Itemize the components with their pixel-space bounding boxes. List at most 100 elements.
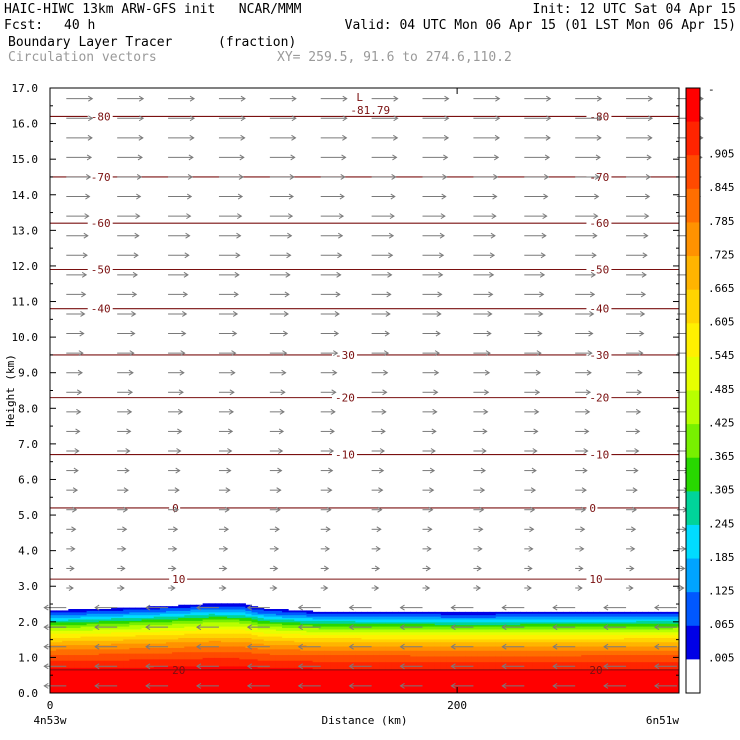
- tracer-cell: [239, 613, 246, 616]
- tracer-cell: [422, 678, 430, 681]
- tracer-cell: [123, 647, 130, 650]
- tracer-cell: [196, 636, 204, 638]
- tracer-cell: [263, 620, 271, 623]
- tracer-cell: [434, 675, 442, 678]
- tracer-cell: [520, 670, 527, 673]
- tracer-cell: [98, 667, 106, 670]
- tracer-cell: [190, 621, 198, 624]
- tracer-cell: [471, 644, 478, 647]
- tracer-cell: [98, 650, 106, 653]
- tracer-cell: [483, 675, 491, 678]
- tracer-cell: [446, 670, 454, 673]
- tracer-cell: [349, 613, 356, 616]
- tracer-cell: [288, 621, 295, 624]
- tracer-cell: [166, 616, 173, 619]
- tracer-cell: [385, 648, 393, 651]
- tracer-cell: [56, 674, 63, 677]
- tracer-cell: [343, 627, 350, 630]
- tracer-cell: [501, 690, 509, 693]
- tracer-cell: [208, 604, 216, 607]
- tracer-cell: [379, 654, 387, 657]
- tracer-cell: [196, 620, 204, 623]
- tracer-cell: [269, 643, 277, 646]
- tracer-cell: [343, 628, 350, 631]
- tracer-cell: [562, 618, 570, 621]
- tracer-cell: [391, 681, 399, 684]
- tracer-cell: [508, 665, 515, 668]
- tracer-cell: [159, 641, 167, 644]
- tracer-cell: [361, 688, 369, 691]
- tracer-cell: [245, 643, 253, 646]
- tracer-cell: [410, 616, 417, 619]
- tracer-cell: [184, 648, 191, 651]
- tracer-cell: [538, 618, 546, 621]
- tracer-cell: [159, 611, 167, 614]
- tracer-cell: [471, 690, 478, 693]
- tracer-cell: [202, 627, 210, 630]
- tracer-cell: [104, 683, 112, 685]
- tracer-cell: [282, 660, 289, 663]
- tracer-cell: [550, 681, 558, 684]
- tracer-cell: [245, 613, 253, 616]
- tracer-cell: [92, 673, 100, 675]
- tracer-cell: [159, 644, 167, 647]
- tracer-cell: [446, 624, 454, 627]
- tracer-cell: [544, 623, 552, 626]
- tracer-cell: [172, 657, 179, 660]
- tracer-cell: [422, 665, 430, 668]
- tracer-cell: [514, 653, 521, 656]
- tracer-cell: [214, 675, 222, 678]
- tracer-cell: [471, 618, 478, 621]
- tracer-cell: [501, 678, 509, 681]
- tracer-cell: [208, 603, 216, 606]
- tracer-cell: [349, 673, 356, 675]
- tracer-cell: [190, 653, 198, 656]
- tracer-cell: [86, 648, 94, 651]
- tracer-cell: [208, 648, 216, 651]
- tracer-cell: [214, 607, 222, 610]
- tracer-cell: [489, 624, 497, 627]
- tracer-cell: [263, 681, 271, 684]
- tracer-cell: [288, 643, 295, 646]
- tracer-cell: [172, 621, 179, 624]
- tracer-cell: [489, 643, 497, 646]
- tracer-cell: [471, 660, 478, 663]
- tracer-cell: [330, 644, 338, 647]
- tracer-cell: [141, 657, 149, 660]
- tracer-cell: [361, 613, 369, 616]
- tracer-cell: [459, 617, 466, 620]
- tracer-cell: [514, 648, 521, 651]
- tracer-cell: [227, 678, 234, 681]
- tracer-cell: [263, 651, 271, 654]
- tracer-cell: [282, 683, 289, 685]
- tracer-cell: [117, 618, 124, 621]
- tracer-cell: [227, 653, 234, 656]
- tracer-cell: [538, 624, 546, 627]
- tracer-cell: [324, 667, 332, 670]
- tracer-cell: [257, 653, 265, 656]
- tracer-cell: [349, 680, 356, 683]
- tracer-cell: [196, 634, 204, 637]
- tracer-cell: [86, 657, 94, 660]
- tracer-cell: [56, 675, 63, 678]
- tracer-cell: [508, 627, 515, 630]
- tracer-cell: [56, 628, 63, 631]
- tracer-cell: [245, 667, 253, 670]
- tracer-cell: [495, 665, 503, 668]
- tracer-cell: [324, 670, 332, 673]
- tracer-cell: [239, 628, 246, 631]
- tracer-cell: [459, 636, 466, 638]
- tracer-cell: [111, 653, 118, 656]
- tracer-cell: [74, 681, 82, 684]
- tracer-cell: [172, 633, 179, 636]
- tracer-cell: [343, 678, 350, 681]
- tracer-cell: [178, 681, 185, 684]
- tracer-cell: [159, 678, 167, 681]
- tracer-cell: [208, 636, 216, 638]
- tracer-cell: [275, 643, 283, 646]
- tracer-cell: [288, 657, 295, 660]
- tracer-cell: [367, 688, 375, 691]
- tracer-cell: [318, 684, 326, 687]
- tracer-cell: [92, 654, 100, 657]
- tracer-cell: [294, 690, 301, 693]
